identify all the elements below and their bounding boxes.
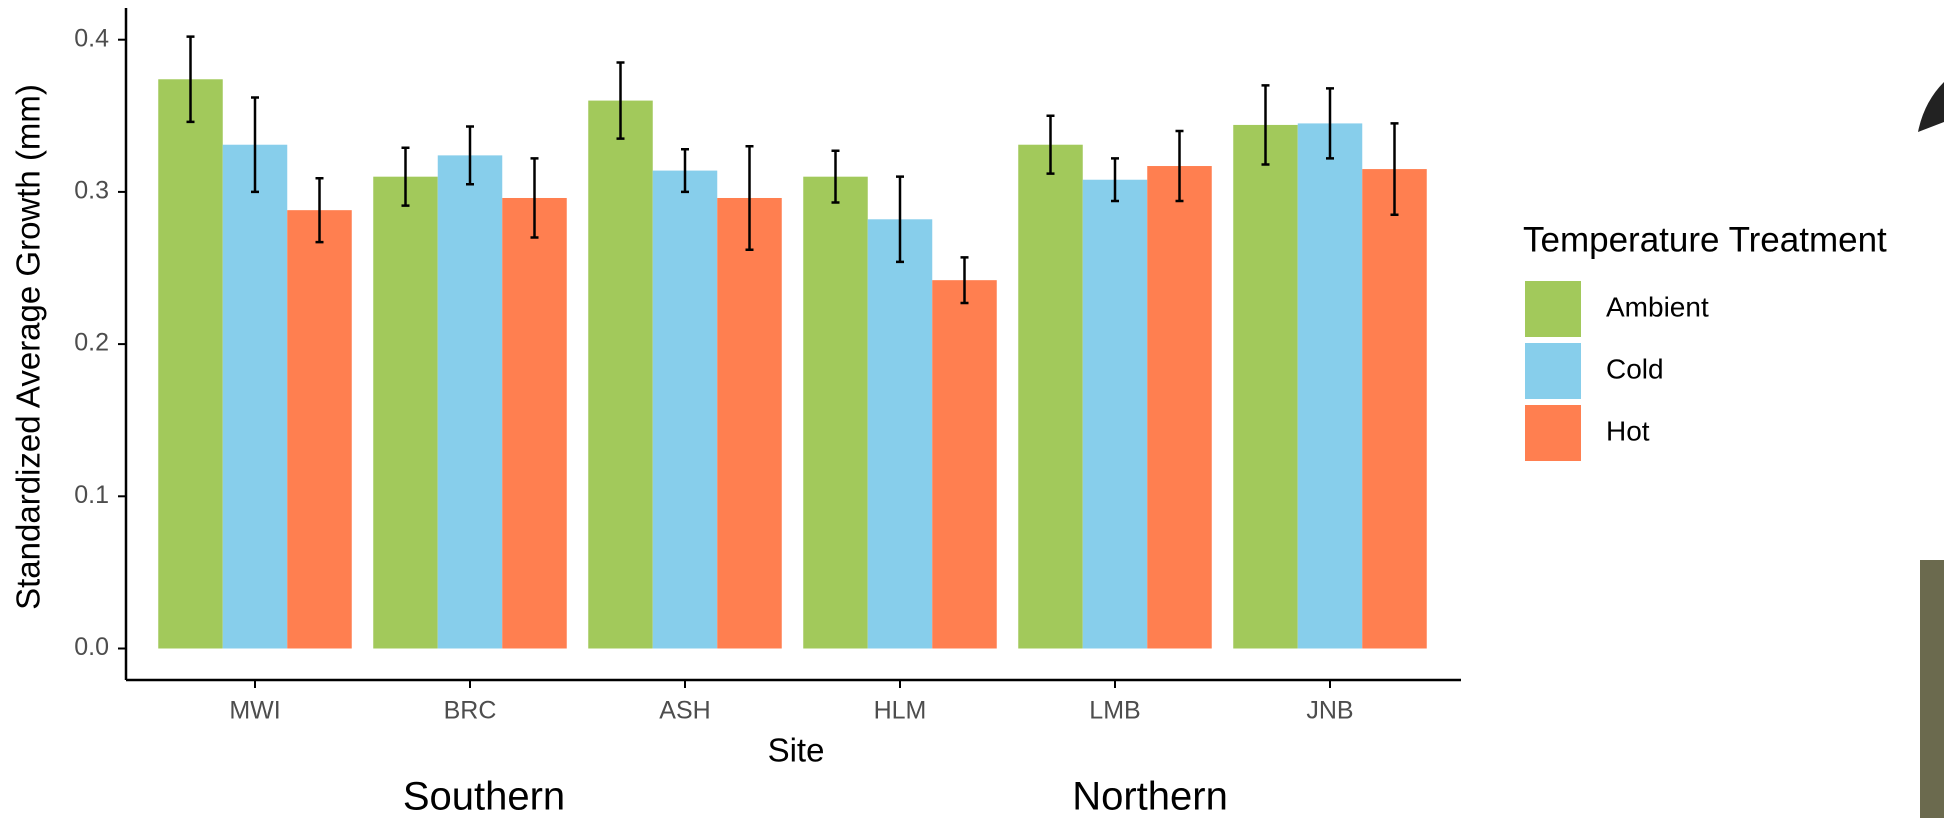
bar <box>373 176 438 649</box>
x-tick-label: ASH <box>659 697 710 725</box>
bar <box>717 197 782 649</box>
bar <box>1082 179 1148 649</box>
y-tick-label: 0.3 <box>74 177 109 205</box>
error-bar <box>1175 129 1184 203</box>
y-tick-label: 0.2 <box>74 329 109 357</box>
error-bar <box>466 125 474 186</box>
y-tick-label: 0.4 <box>74 24 109 52</box>
error-bar <box>1261 84 1270 166</box>
photo-fragment <box>1918 82 1944 132</box>
error-bar <box>681 148 689 194</box>
bar <box>222 144 288 649</box>
bar <box>867 219 933 649</box>
legend-key <box>1525 405 1581 461</box>
bar <box>437 155 503 649</box>
legend-key <box>1525 343 1581 399</box>
x-tick-label: MWI <box>229 697 280 725</box>
bar <box>1233 124 1298 649</box>
bar <box>803 176 868 649</box>
y-axis-title: Standardized Average Growth (mm) <box>10 84 47 610</box>
error-bar <box>1390 122 1399 216</box>
error-bar <box>530 157 539 239</box>
error-bar <box>251 96 259 194</box>
error-bar <box>1046 114 1055 175</box>
photo-fragment <box>1920 560 1944 818</box>
bar <box>158 79 223 649</box>
bar <box>1018 144 1083 649</box>
legend-title: Temperature Treatment <box>1523 220 1887 259</box>
legend-key <box>1525 281 1581 337</box>
bar <box>588 100 653 649</box>
error-bar <box>960 256 969 305</box>
error-bar <box>831 149 840 204</box>
annotation: Southern <box>403 775 565 818</box>
legend-label: Ambient <box>1606 291 1709 322</box>
bar <box>652 170 718 649</box>
bar <box>287 210 352 649</box>
annotation: Northern <box>1072 775 1228 818</box>
bar <box>932 280 997 649</box>
x-tick-label: JNB <box>1306 697 1353 725</box>
error-bar <box>401 146 410 207</box>
y-tick-label: 0.1 <box>74 481 109 509</box>
legend-label: Hot <box>1606 415 1650 446</box>
bar <box>502 197 567 649</box>
x-tick-label: LMB <box>1089 697 1140 725</box>
x-tick-label: BRC <box>444 697 497 725</box>
error-bar <box>315 176 324 244</box>
legend-label: Cold <box>1606 353 1664 384</box>
x-tick-label: HLM <box>874 697 927 725</box>
error-bar <box>616 61 625 140</box>
error-bar <box>896 175 904 264</box>
bar <box>1297 123 1363 649</box>
y-tick-label: 0.0 <box>74 633 109 661</box>
bar <box>1362 169 1427 649</box>
error-bar <box>1111 157 1119 203</box>
error-bar <box>186 35 195 124</box>
error-bar <box>745 144 754 251</box>
bar <box>1147 166 1212 649</box>
x-axis-title: Site <box>768 732 825 769</box>
error-bar <box>1326 87 1334 160</box>
